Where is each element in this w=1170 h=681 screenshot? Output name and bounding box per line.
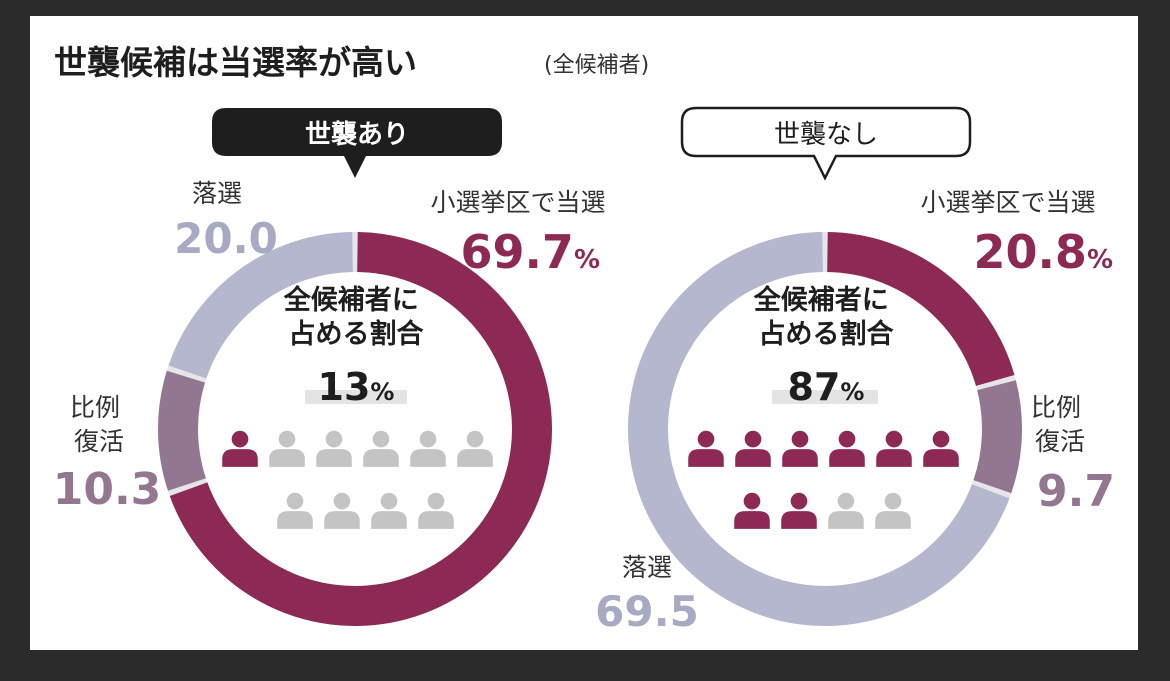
chart-panel: 世襲候補は当選率が高い (全候補者) 世襲あり 落選 20.0 小選挙区で当選 …	[30, 16, 1138, 650]
share-value: 13%	[318, 365, 395, 409]
share-unit: %	[370, 378, 394, 406]
person-icon	[734, 492, 770, 529]
people-icons-non-hereditary	[688, 430, 959, 529]
person-icon	[875, 492, 911, 529]
label-lost: 落選	[622, 553, 672, 582]
value-unit: %	[1087, 245, 1113, 275]
share-label-line2: 占める割合	[289, 318, 424, 350]
share-unit: %	[840, 378, 864, 406]
badge-non-hereditary: 世襲なし	[680, 106, 972, 181]
value-number: 69.7	[460, 225, 574, 279]
value-unit: %	[574, 245, 600, 275]
segment-lost	[628, 232, 1010, 626]
label-proportional-line1: 比例	[1031, 393, 1081, 422]
person-icon-shape	[324, 492, 360, 529]
value-proportional: 10.3	[53, 464, 162, 515]
donut-hereditary	[158, 232, 552, 626]
chart-svg: 世襲候補は当選率が高い (全候補者) 世襲あり 落選 20.0 小選挙区で当選 …	[53, 43, 1115, 636]
share-number: 87	[788, 365, 841, 409]
value-proportional: 9.7	[1037, 466, 1115, 517]
label-proportional: 比例 復活	[1031, 393, 1089, 456]
person-icon-shape	[875, 492, 911, 529]
person-icon-shape	[782, 430, 818, 467]
person-icon	[277, 492, 313, 529]
person-icon-shape	[316, 430, 352, 467]
person-icon	[410, 430, 446, 467]
person-icon	[735, 430, 771, 467]
person-icon	[923, 430, 959, 467]
segment-won-district	[826, 232, 1015, 387]
label-proportional-line1: 比例	[70, 393, 120, 422]
segment-won-district	[169, 232, 552, 626]
person-icon	[876, 430, 912, 467]
share-label-line1: 全候補者に	[283, 284, 419, 316]
person-icon	[324, 492, 360, 529]
person-icon-shape	[222, 430, 258, 467]
badge-shape	[212, 108, 502, 178]
badge-label: 世襲なし	[774, 120, 878, 150]
label-proportional: 比例 復活	[70, 393, 128, 456]
person-icon-shape	[457, 430, 493, 467]
person-icon	[781, 492, 817, 529]
person-icon	[371, 492, 407, 529]
person-icon	[418, 492, 454, 529]
person-icon-shape	[688, 430, 724, 467]
person-icon-shape	[371, 492, 407, 529]
person-icon-shape	[277, 492, 313, 529]
donut-non-hereditary	[628, 232, 1022, 626]
badge-label: 世襲あり	[305, 119, 409, 150]
segment-proportional	[158, 370, 207, 491]
share-label: 全候補者に 占める割合	[283, 284, 428, 350]
person-icon	[688, 430, 724, 467]
person-icon	[222, 430, 258, 467]
person-icon-shape	[363, 430, 399, 467]
person-icon	[269, 430, 305, 467]
person-icon-shape	[734, 492, 770, 529]
person-icon-shape	[410, 430, 446, 467]
share-underline	[772, 390, 878, 404]
person-icon-shape	[829, 430, 865, 467]
person-icon-shape	[781, 492, 817, 529]
share-label: 全候補者に 占める割合	[753, 284, 898, 350]
share-underline	[305, 390, 407, 404]
person-icon-shape	[923, 430, 959, 467]
value-won-district: 69.7%	[460, 225, 600, 279]
person-icon	[316, 430, 352, 467]
badge-hereditary: 世襲あり	[212, 108, 502, 178]
people-icons-hereditary	[222, 430, 493, 529]
person-icon	[828, 492, 864, 529]
segment-lost	[168, 232, 354, 379]
person-icon-shape	[735, 430, 771, 467]
share-number: 13	[318, 365, 371, 409]
label-lost: 落選	[192, 179, 242, 208]
value-number: 20.8	[973, 225, 1087, 279]
share-label-line2: 占める割合	[759, 318, 894, 350]
badge-shape	[680, 106, 972, 181]
share-value: 87%	[788, 365, 865, 409]
person-icon-shape	[876, 430, 912, 467]
person-icon-shape	[828, 492, 864, 529]
segment-proportional	[973, 380, 1022, 494]
person-icon	[457, 430, 493, 467]
share-label-line1: 全候補者に	[753, 284, 889, 316]
value-won-district: 20.8%	[973, 225, 1113, 279]
person-icon-shape	[418, 492, 454, 529]
person-icon	[829, 430, 865, 467]
person-icon-shape	[269, 430, 305, 467]
chart-title: 世襲候補は当選率が高い	[54, 43, 417, 82]
person-icon	[782, 430, 818, 467]
label-won-district: 小選挙区で当選	[920, 188, 1095, 217]
label-proportional-line2: 復活	[74, 427, 124, 456]
label-proportional-line2: 復活	[1035, 427, 1085, 456]
label-won-district: 小選挙区で当選	[430, 188, 605, 217]
chart-subtitle: (全候補者)	[544, 53, 649, 78]
value-lost: 69.5	[595, 587, 699, 636]
person-icon	[363, 430, 399, 467]
value-lost: 20.0	[174, 214, 278, 263]
